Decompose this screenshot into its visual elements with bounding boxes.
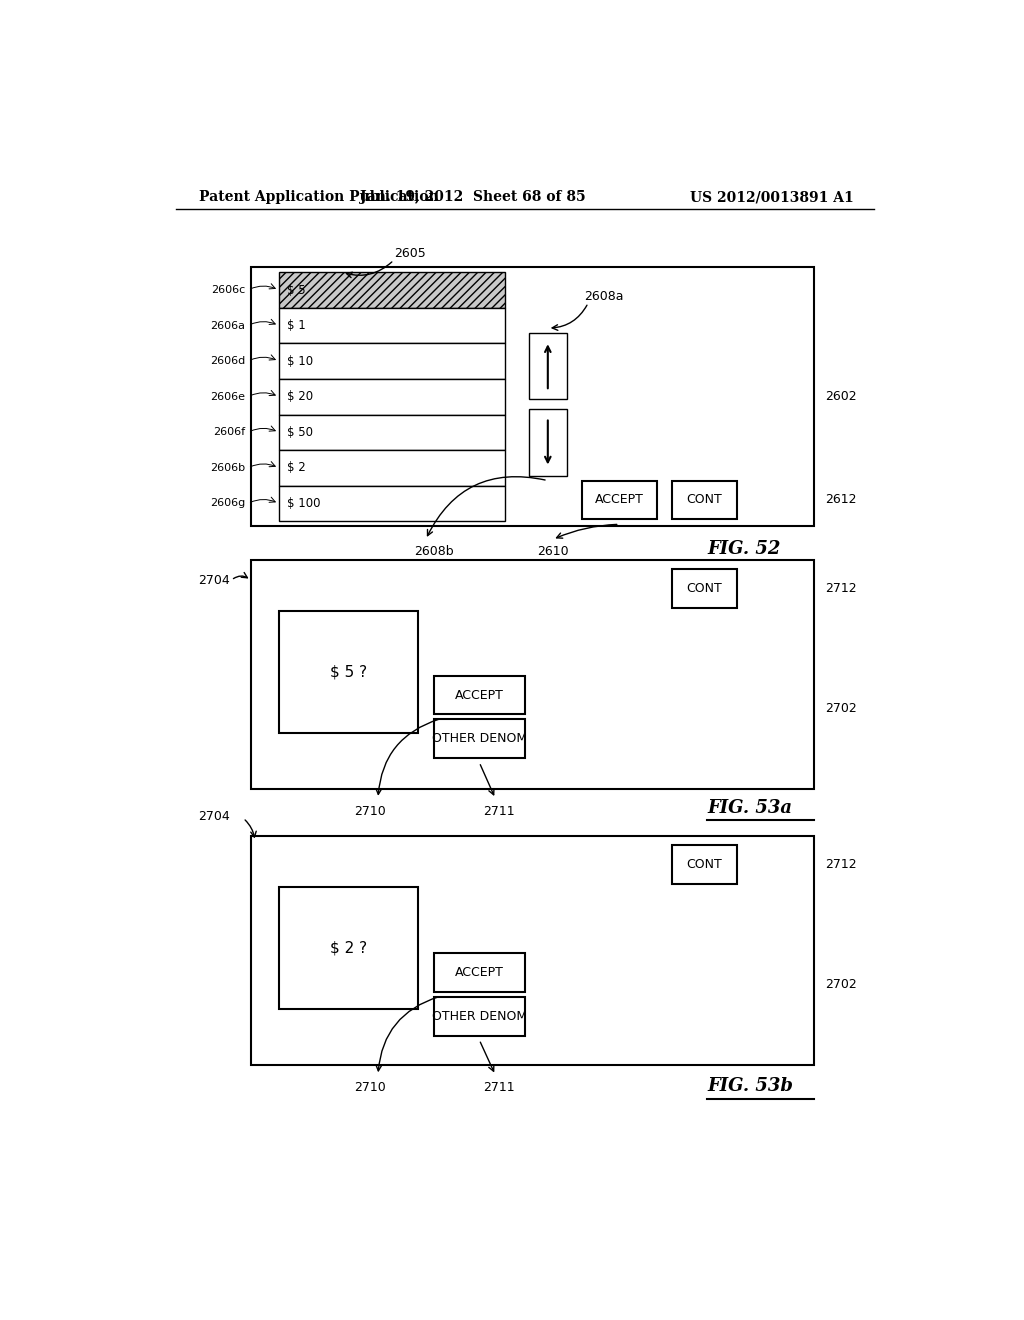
Text: 2602: 2602 xyxy=(824,391,856,403)
Text: $ 100: $ 100 xyxy=(287,496,321,510)
Bar xyxy=(672,480,736,519)
Text: 2612: 2612 xyxy=(824,494,856,507)
Text: 2702: 2702 xyxy=(824,702,856,715)
Bar xyxy=(279,379,505,414)
Bar xyxy=(433,719,524,758)
Text: $ 20: $ 20 xyxy=(287,391,313,403)
Text: $ 5 ?: $ 5 ? xyxy=(330,664,367,680)
Bar xyxy=(528,409,567,475)
Text: 2608b: 2608b xyxy=(414,545,454,557)
Text: $ 2 ?: $ 2 ? xyxy=(330,941,367,956)
Bar xyxy=(433,953,524,991)
Text: OTHER DENOM: OTHER DENOM xyxy=(431,733,526,746)
Bar xyxy=(279,272,505,308)
Text: 2704: 2704 xyxy=(198,574,229,586)
Bar xyxy=(251,267,814,527)
Text: 2610: 2610 xyxy=(537,545,568,557)
Text: 2606d: 2606d xyxy=(210,356,246,366)
Text: FIG. 52: FIG. 52 xyxy=(708,540,780,557)
Text: 2606g: 2606g xyxy=(210,499,246,508)
Text: 2606b: 2606b xyxy=(210,463,246,473)
Text: $ 1: $ 1 xyxy=(287,319,305,333)
Bar xyxy=(433,676,524,714)
Text: $ 5: $ 5 xyxy=(287,284,305,297)
Bar xyxy=(672,846,736,884)
Bar xyxy=(672,569,736,607)
Text: Patent Application Publication: Patent Application Publication xyxy=(200,190,439,205)
Bar xyxy=(279,486,505,521)
Text: ACCEPT: ACCEPT xyxy=(595,494,644,507)
Text: 2606e: 2606e xyxy=(211,392,246,401)
Bar xyxy=(279,308,505,343)
Bar xyxy=(279,450,505,486)
Text: ACCEPT: ACCEPT xyxy=(455,966,504,979)
Text: 2704: 2704 xyxy=(198,809,229,822)
Text: 2605: 2605 xyxy=(394,247,426,260)
Bar xyxy=(279,611,418,733)
Text: CONT: CONT xyxy=(686,582,722,595)
Text: 2711: 2711 xyxy=(483,1081,515,1094)
Bar xyxy=(279,343,505,379)
Bar xyxy=(528,333,567,399)
Text: 2606a: 2606a xyxy=(211,321,246,330)
Text: $ 50: $ 50 xyxy=(287,426,312,438)
Text: 2608a: 2608a xyxy=(585,289,624,302)
Text: US 2012/0013891 A1: US 2012/0013891 A1 xyxy=(690,190,854,205)
Text: 2606f: 2606f xyxy=(213,428,246,437)
Text: $ 2: $ 2 xyxy=(287,462,305,474)
Text: 2606c: 2606c xyxy=(211,285,246,296)
Bar xyxy=(582,480,657,519)
Text: $ 10: $ 10 xyxy=(287,355,313,368)
Text: FIG. 53b: FIG. 53b xyxy=(708,1077,794,1096)
Bar xyxy=(433,997,524,1036)
Text: 2710: 2710 xyxy=(354,1081,386,1094)
Bar xyxy=(251,837,814,1065)
Text: 2712: 2712 xyxy=(824,858,856,871)
Text: 2702: 2702 xyxy=(824,978,856,991)
Text: 2711: 2711 xyxy=(483,805,515,818)
Text: CONT: CONT xyxy=(686,858,722,871)
Text: Jan. 19, 2012  Sheet 68 of 85: Jan. 19, 2012 Sheet 68 of 85 xyxy=(360,190,586,205)
Text: FIG. 53a: FIG. 53a xyxy=(708,799,793,817)
Text: CONT: CONT xyxy=(686,494,722,507)
Text: ACCEPT: ACCEPT xyxy=(455,689,504,701)
Text: OTHER DENOM: OTHER DENOM xyxy=(431,1010,526,1023)
Bar xyxy=(279,414,505,450)
Text: 2710: 2710 xyxy=(354,805,386,818)
Bar xyxy=(251,560,814,788)
Text: 2712: 2712 xyxy=(824,582,856,595)
Bar xyxy=(279,887,418,1008)
